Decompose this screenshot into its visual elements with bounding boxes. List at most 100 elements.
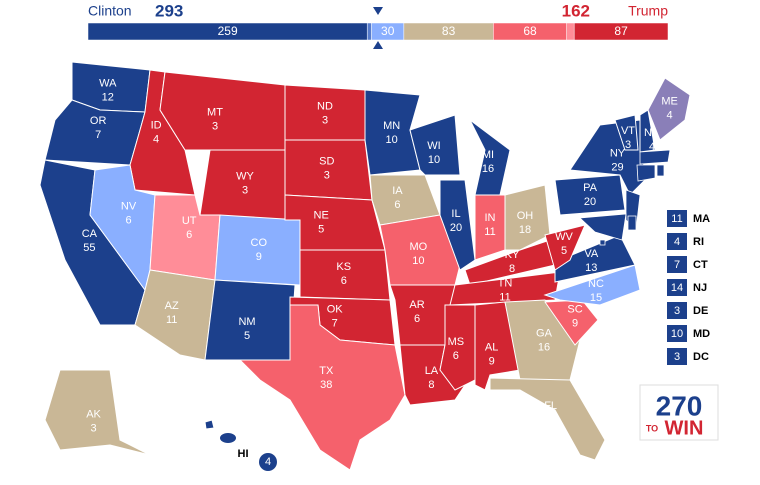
state-abbr: NC (588, 278, 604, 290)
state-ev: 3 (91, 422, 97, 434)
state-ev: 6 (414, 313, 420, 325)
state-abbr: MS (448, 336, 465, 348)
state-ev: 7 (332, 318, 338, 330)
state-ev: 38 (320, 379, 332, 391)
state-abbr: AK (86, 408, 101, 420)
left-name: Clinton (88, 3, 132, 19)
state-ev: 4 (649, 141, 655, 153)
state-abbr: AL (485, 341, 498, 353)
state-shape (636, 164, 656, 182)
state-ev: 29 (611, 162, 623, 174)
state-ev: 8 (428, 379, 434, 391)
segment-label: 83 (442, 24, 456, 38)
state-ev: 55 (83, 242, 95, 254)
small-state-box (667, 210, 687, 227)
state-ev: 5 (318, 223, 324, 235)
state-ev: 3 (625, 139, 631, 151)
state-abbr: WY (236, 171, 254, 183)
state-ev: 3 (212, 120, 218, 132)
bar-segment (573, 22, 669, 41)
state-abbr: OH (517, 210, 534, 222)
state-abbr: ID (151, 120, 162, 132)
state-ev: 6 (453, 350, 459, 362)
small-state-abbr: RI (693, 236, 704, 248)
state-ev: 6 (126, 214, 132, 226)
state-abbr: CO (251, 237, 268, 249)
state-abbr: OK (327, 304, 344, 316)
state-abbr: KY (505, 249, 520, 261)
state-abbr: FL (544, 400, 557, 412)
state-abbr: NM (238, 316, 255, 328)
state-abbr: UT (182, 215, 197, 227)
state-abbr: ME (661, 96, 678, 108)
state-abbr: IN (485, 212, 496, 224)
state-shape (614, 114, 639, 151)
state-ev: 11 (499, 291, 510, 303)
state-abbr: PA (583, 182, 598, 194)
logo: 270 TO WIN (639, 384, 719, 441)
state-abbr: ND (317, 101, 333, 113)
state-abbr: AZ (165, 300, 179, 312)
bar-segment (566, 22, 575, 41)
state-ev: 3 (324, 170, 330, 182)
logo-number: 270 (656, 390, 703, 421)
segment-label: 30 (381, 24, 395, 38)
state-ev: 15 (590, 292, 602, 304)
state-abbr: CA (82, 228, 98, 240)
state-shape (627, 215, 637, 231)
state-ev: 18 (519, 224, 531, 236)
state-ev: 16 (538, 341, 550, 353)
small-state-abbr: DE (693, 305, 708, 317)
state-shape (259, 453, 277, 471)
state-shape (204, 419, 215, 430)
state-shape (439, 179, 476, 271)
state-abbr: NY (610, 148, 626, 160)
state-ev: 6 (341, 275, 347, 287)
segment-label: 259 (218, 24, 238, 38)
state-shape (639, 149, 671, 165)
state-abbr: LA (425, 365, 439, 377)
small-state-box (667, 325, 687, 342)
state-shape (554, 234, 636, 283)
state-ev: 9 (572, 318, 578, 330)
small-state-abbr: MD (693, 328, 710, 340)
small-state-abbr: CT (693, 259, 708, 271)
state-ev: 20 (450, 222, 462, 234)
state-abbr: NE (314, 209, 329, 221)
state-ev: 9 (489, 355, 495, 367)
small-state-ev: 11 (671, 213, 682, 225)
state-shape (504, 184, 551, 251)
small-state-box (667, 302, 687, 319)
state-shape (656, 164, 665, 177)
small-state-box (667, 233, 687, 250)
state-abbr: OR (90, 115, 107, 127)
state-abbr: IA (392, 185, 403, 197)
small-state-box (667, 279, 687, 296)
state-ev: 5 (561, 245, 567, 257)
left-total: 293 (155, 1, 183, 20)
state-shape (284, 194, 386, 251)
state-abbr: MN (383, 120, 400, 132)
state-ev: 8 (509, 263, 515, 275)
state-ev: 16 (482, 163, 494, 175)
state-shape (639, 109, 656, 153)
state-abbr: WA (99, 78, 117, 90)
state-shape (599, 239, 606, 246)
right-total: 162 (562, 1, 590, 20)
state-abbr: SD (319, 156, 334, 168)
state-abbr: IL (451, 208, 460, 220)
state-ev: 10 (386, 134, 398, 146)
state-shape (543, 264, 641, 306)
state-shape (544, 224, 586, 271)
logo-box (639, 384, 719, 441)
state-ev: 9 (256, 251, 262, 263)
state-ev: 10 (412, 255, 424, 267)
logo-word: WIN (665, 417, 704, 439)
small-state-abbr: MA (693, 213, 710, 225)
small-state-box (667, 256, 687, 273)
midpoint-marker (373, 7, 383, 15)
state-abbr: SC (567, 304, 582, 316)
small-state-ev: 3 (674, 351, 680, 363)
